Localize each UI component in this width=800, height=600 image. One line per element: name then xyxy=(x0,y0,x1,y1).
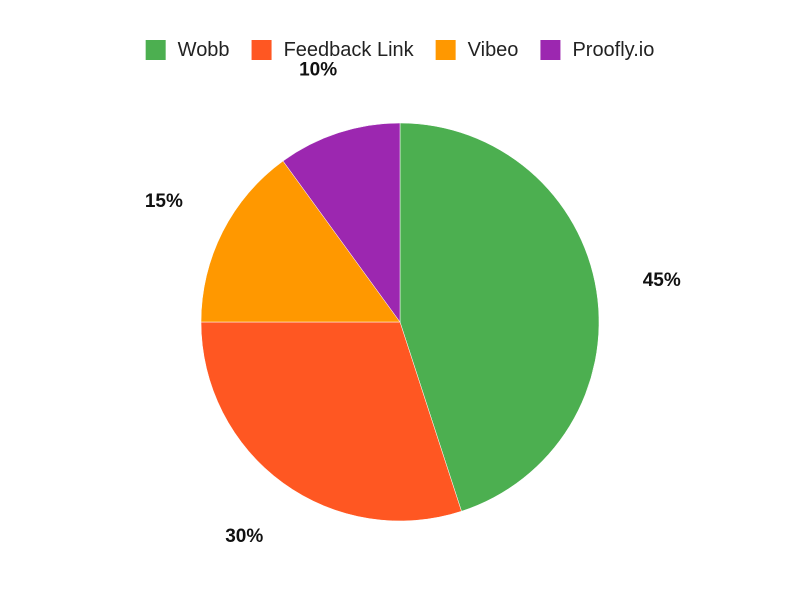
legend-swatch-wobb xyxy=(145,40,166,60)
pie-label-wobb: 45% xyxy=(643,270,681,291)
legend-label-wobb: Wobb xyxy=(178,39,230,61)
legend-item-proofly-io[interactable]: Proofly.io xyxy=(540,39,654,61)
legend-item-feedback-link[interactable]: Feedback Link xyxy=(251,39,415,61)
legend-item-wobb[interactable]: Wobb xyxy=(145,39,230,61)
pie-label-vibeo: 15% xyxy=(145,191,183,212)
pie-labels: 45% 30% 15% 10% xyxy=(145,59,681,546)
pie-slice-proofly-io xyxy=(282,122,401,323)
pie-label-feedback-link: 30% xyxy=(225,526,263,547)
legend-swatch-proofly-io xyxy=(540,40,561,60)
pie-label-proofly-io: 10% xyxy=(299,59,337,80)
pie-slice-feedback-link xyxy=(200,321,462,522)
legend-swatch-vibeo xyxy=(435,40,456,60)
legend-swatch-feedback-link xyxy=(251,40,272,60)
legend-label-proofly-io: Proofly.io xyxy=(572,39,654,61)
pie-slice-vibeo xyxy=(200,160,401,323)
legend-label-vibeo: Vibeo xyxy=(468,39,519,61)
pie-slice-wobb xyxy=(399,122,600,512)
legend-label-feedback-link: Feedback Link xyxy=(284,39,415,61)
legend-item-vibeo[interactable]: Vibeo xyxy=(435,39,519,61)
chart-legend: Wobb Feedback Link Vibeo Proofly.io xyxy=(145,39,654,61)
pie-slices xyxy=(200,122,600,522)
